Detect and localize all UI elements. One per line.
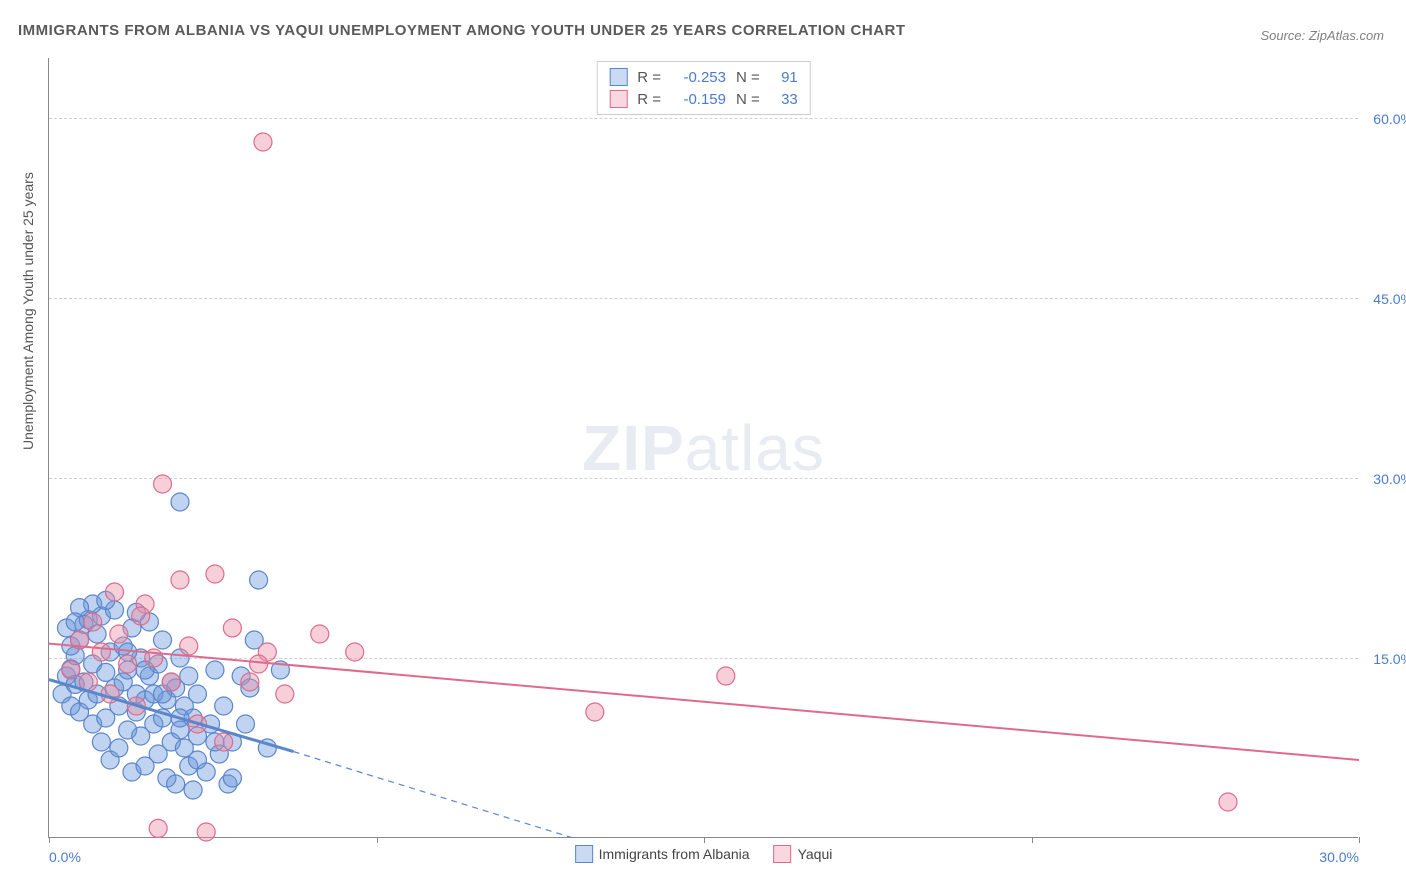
xtick-label: 0.0% bbox=[49, 849, 81, 865]
xtick bbox=[1359, 837, 1360, 843]
source-label: Source: ZipAtlas.com bbox=[1260, 28, 1384, 43]
data-point bbox=[110, 625, 128, 643]
xtick bbox=[377, 837, 378, 843]
data-point bbox=[241, 673, 259, 691]
data-point bbox=[188, 685, 206, 703]
data-point bbox=[250, 571, 268, 589]
chart-title: IMMIGRANTS FROM ALBANIA VS YAQUI UNEMPLO… bbox=[18, 22, 906, 39]
legend-label-albania: Immigrants from Albania bbox=[599, 846, 750, 862]
data-point bbox=[180, 637, 198, 655]
data-point bbox=[149, 819, 167, 837]
data-point bbox=[62, 661, 80, 679]
xtick bbox=[704, 837, 705, 843]
data-point bbox=[180, 667, 198, 685]
data-point bbox=[154, 631, 172, 649]
data-point bbox=[586, 703, 604, 721]
legend-r-label: R = bbox=[637, 69, 661, 86]
scatter-svg bbox=[49, 58, 1358, 837]
legend-item-yaqui: Yaqui bbox=[774, 845, 833, 863]
ytick-label: 45.0% bbox=[1373, 291, 1406, 307]
data-point bbox=[154, 475, 172, 493]
legend-label-yaqui: Yaqui bbox=[798, 846, 833, 862]
data-point bbox=[119, 655, 137, 673]
data-point bbox=[206, 661, 224, 679]
data-point bbox=[167, 775, 185, 793]
data-point bbox=[311, 625, 329, 643]
ytick-label: 60.0% bbox=[1373, 111, 1406, 127]
swatch-pink-icon bbox=[774, 845, 792, 863]
legend-r-value-yaqui: -0.159 bbox=[671, 91, 726, 108]
xtick-label: 30.0% bbox=[1319, 849, 1359, 865]
data-point bbox=[162, 673, 180, 691]
data-point bbox=[184, 781, 202, 799]
data-point bbox=[66, 613, 84, 631]
legend-n-label: N = bbox=[736, 91, 760, 108]
data-point bbox=[223, 619, 241, 637]
data-point bbox=[97, 663, 115, 681]
data-point bbox=[92, 643, 110, 661]
swatch-blue-icon bbox=[609, 68, 627, 86]
legend-r-label: R = bbox=[637, 91, 661, 108]
ytick-label: 15.0% bbox=[1373, 651, 1406, 667]
legend-n-label: N = bbox=[736, 69, 760, 86]
data-point bbox=[250, 655, 268, 673]
legend-row-albania: R = -0.253 N = 91 bbox=[609, 66, 798, 88]
data-point bbox=[254, 133, 272, 151]
data-point bbox=[132, 607, 150, 625]
xtick bbox=[49, 837, 50, 843]
swatch-pink-icon bbox=[609, 90, 627, 108]
data-point bbox=[346, 643, 364, 661]
legend-item-albania: Immigrants from Albania bbox=[575, 845, 750, 863]
data-point bbox=[188, 751, 206, 769]
data-point bbox=[92, 733, 110, 751]
data-point bbox=[197, 823, 215, 841]
data-point bbox=[84, 613, 102, 631]
series-legend: Immigrants from Albania Yaqui bbox=[575, 845, 833, 863]
data-point bbox=[171, 493, 189, 511]
y-axis-label: Unemployment Among Youth under 25 years bbox=[20, 172, 36, 450]
data-point bbox=[1219, 793, 1237, 811]
swatch-blue-icon bbox=[575, 845, 593, 863]
legend-n-value-yaqui: 33 bbox=[770, 91, 798, 108]
data-point bbox=[215, 697, 233, 715]
chart-plot-area: ZIPatlas 15.0%30.0%45.0%60.0% 0.0%30.0% … bbox=[48, 58, 1358, 838]
legend-r-value-albania: -0.253 bbox=[671, 69, 726, 86]
data-point bbox=[237, 715, 255, 733]
data-point bbox=[110, 739, 128, 757]
data-point bbox=[276, 685, 294, 703]
data-point bbox=[215, 733, 233, 751]
data-point bbox=[106, 583, 124, 601]
data-point bbox=[171, 571, 189, 589]
correlation-legend: R = -0.253 N = 91 R = -0.159 N = 33 bbox=[596, 61, 811, 115]
legend-row-yaqui: R = -0.159 N = 33 bbox=[609, 88, 798, 110]
data-point bbox=[717, 667, 735, 685]
data-point bbox=[223, 769, 241, 787]
trend-line-extrapolated bbox=[294, 752, 573, 838]
legend-n-value-albania: 91 bbox=[770, 69, 798, 86]
data-point bbox=[206, 565, 224, 583]
ytick-label: 30.0% bbox=[1373, 471, 1406, 487]
xtick bbox=[1032, 837, 1033, 843]
trend-line bbox=[49, 644, 1359, 760]
